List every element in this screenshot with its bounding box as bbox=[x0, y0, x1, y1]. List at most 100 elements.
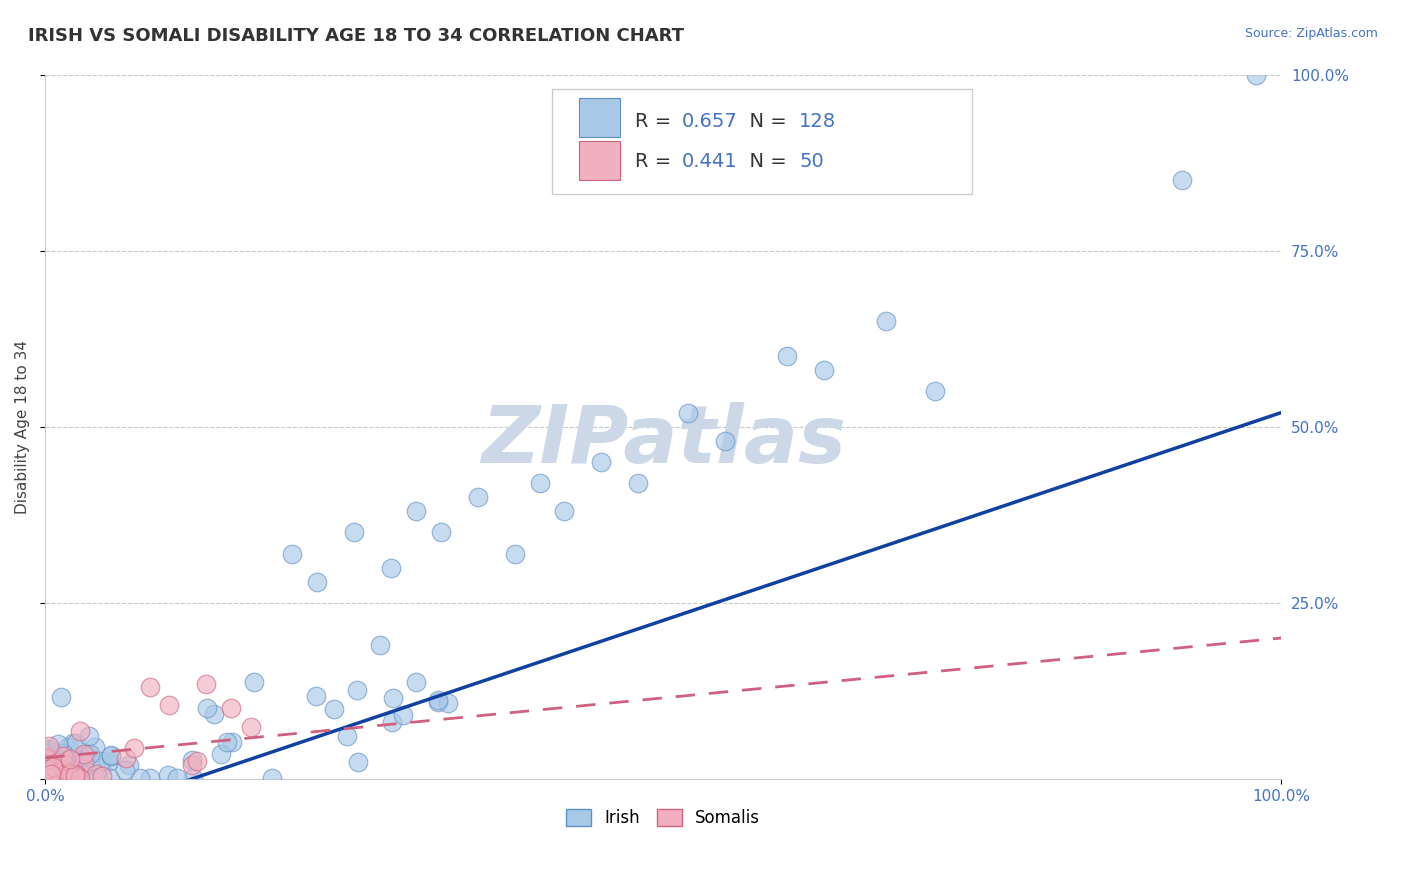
Point bbox=[37, 763, 59, 777]
Point bbox=[35, 766, 58, 780]
Point bbox=[73, 756, 96, 770]
Point bbox=[307, 574, 329, 589]
Point bbox=[38, 771, 60, 785]
Point bbox=[39, 771, 62, 785]
Point bbox=[37, 771, 59, 785]
Point bbox=[627, 476, 650, 491]
Point bbox=[323, 702, 346, 716]
Point bbox=[58, 767, 80, 781]
Point bbox=[35, 752, 58, 766]
Point bbox=[45, 771, 67, 785]
Point bbox=[72, 766, 94, 780]
Text: N =: N = bbox=[737, 112, 793, 131]
Point bbox=[65, 749, 87, 764]
Text: ZIPatlas: ZIPatlas bbox=[481, 401, 845, 480]
Point bbox=[73, 757, 96, 772]
Point bbox=[62, 766, 84, 780]
Point bbox=[405, 675, 427, 690]
Point bbox=[1246, 68, 1268, 82]
Point bbox=[39, 767, 62, 781]
Point bbox=[380, 560, 402, 574]
Point bbox=[84, 767, 107, 781]
Point bbox=[91, 769, 114, 783]
Point bbox=[69, 767, 91, 781]
Point bbox=[53, 757, 76, 772]
Point bbox=[35, 766, 58, 780]
Point bbox=[381, 714, 404, 729]
Point bbox=[382, 690, 405, 705]
Point bbox=[37, 766, 59, 780]
Text: R =: R = bbox=[634, 152, 678, 171]
Point bbox=[65, 735, 87, 749]
Point bbox=[44, 771, 66, 785]
Point bbox=[44, 755, 66, 769]
Point bbox=[100, 747, 122, 762]
FancyBboxPatch shape bbox=[579, 98, 620, 136]
Point bbox=[240, 720, 263, 734]
Point bbox=[336, 729, 359, 743]
Point bbox=[347, 755, 370, 769]
Point bbox=[46, 771, 69, 785]
Point bbox=[45, 758, 67, 772]
Point bbox=[42, 771, 65, 785]
Point bbox=[90, 759, 112, 773]
Point bbox=[41, 758, 63, 772]
Point bbox=[41, 765, 63, 780]
Point bbox=[118, 758, 141, 772]
Point bbox=[44, 771, 66, 785]
FancyBboxPatch shape bbox=[553, 88, 972, 194]
Point bbox=[41, 766, 63, 780]
Point bbox=[157, 698, 180, 712]
Point bbox=[591, 455, 613, 469]
Point bbox=[53, 768, 76, 782]
Point bbox=[69, 771, 91, 785]
Point bbox=[69, 723, 91, 738]
Point bbox=[48, 756, 70, 770]
Point bbox=[77, 729, 100, 743]
Point bbox=[38, 739, 60, 753]
Text: 128: 128 bbox=[799, 112, 837, 131]
Point bbox=[35, 762, 58, 776]
Point bbox=[35, 746, 58, 760]
Point bbox=[42, 752, 65, 766]
Point bbox=[52, 769, 75, 783]
Point bbox=[90, 754, 112, 768]
Text: 0.441: 0.441 bbox=[682, 152, 737, 171]
Point bbox=[59, 769, 82, 783]
Point bbox=[51, 690, 73, 705]
Point bbox=[63, 771, 86, 785]
Point bbox=[41, 764, 63, 779]
Point bbox=[875, 314, 897, 328]
Text: IRISH VS SOMALI DISABILITY AGE 18 TO 34 CORRELATION CHART: IRISH VS SOMALI DISABILITY AGE 18 TO 34 … bbox=[28, 27, 685, 45]
Point bbox=[56, 771, 79, 785]
Point bbox=[924, 384, 946, 399]
Point bbox=[38, 759, 60, 773]
Point bbox=[41, 771, 63, 785]
Point bbox=[62, 736, 84, 750]
Point bbox=[426, 695, 449, 709]
Point bbox=[86, 771, 108, 785]
Point bbox=[97, 755, 120, 769]
Point bbox=[53, 771, 76, 785]
Point bbox=[46, 771, 69, 785]
Point bbox=[56, 764, 79, 779]
Point bbox=[45, 765, 67, 780]
Point bbox=[281, 547, 304, 561]
Point bbox=[202, 707, 225, 722]
Point bbox=[37, 753, 59, 767]
Point bbox=[138, 771, 160, 785]
Point bbox=[35, 749, 58, 764]
Point bbox=[42, 747, 65, 761]
Point bbox=[429, 525, 451, 540]
Point bbox=[39, 767, 62, 781]
Point bbox=[100, 749, 122, 764]
Point bbox=[392, 707, 415, 722]
Point bbox=[553, 504, 575, 518]
Point bbox=[46, 766, 69, 780]
Point bbox=[42, 768, 65, 782]
Point bbox=[38, 771, 60, 785]
Point bbox=[38, 771, 60, 785]
Point bbox=[65, 761, 87, 775]
Point bbox=[48, 764, 70, 778]
Point bbox=[65, 768, 87, 782]
